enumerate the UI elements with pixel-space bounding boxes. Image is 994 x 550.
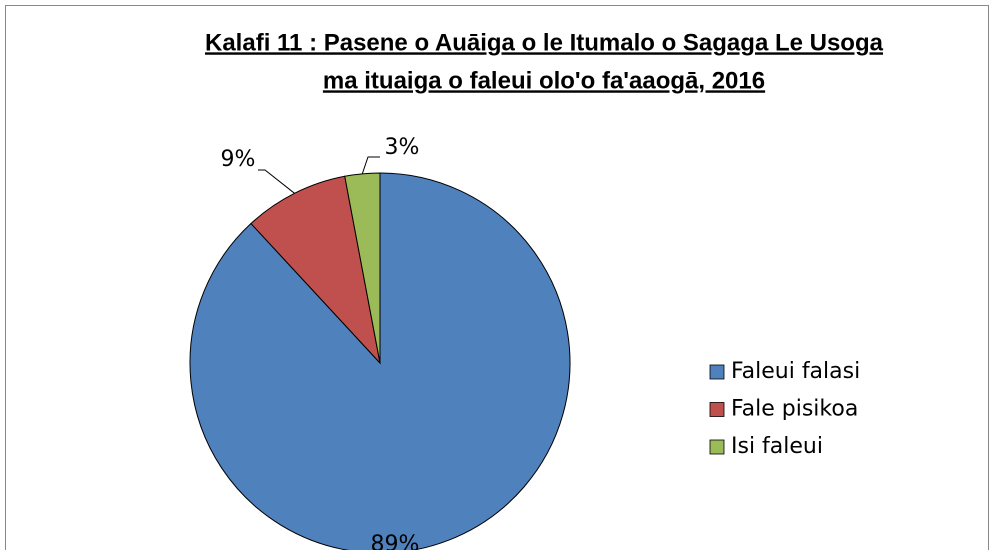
legend-label: Faleui falasi [731, 359, 860, 384]
leader-line [258, 169, 295, 194]
chart-title: Kalafi 11 : Pasene o Auāiga o le Itumalo… [205, 29, 884, 56]
data-label: 9% [221, 147, 256, 172]
chart-title: ma ituaiga o faleui olo'o fa'aaogā, 2016 [323, 67, 765, 94]
data-label: 3% [385, 135, 420, 160]
legend-swatch [709, 439, 725, 455]
pie-slice [250, 175, 381, 365]
data-label: 89% [371, 532, 420, 550]
legend-swatch [709, 402, 725, 417]
legend-swatch [709, 364, 725, 380]
leader-line [361, 156, 380, 174]
legend-label: Isi faleui [731, 434, 823, 459]
legend-label: Fale pisikoa [731, 397, 858, 422]
